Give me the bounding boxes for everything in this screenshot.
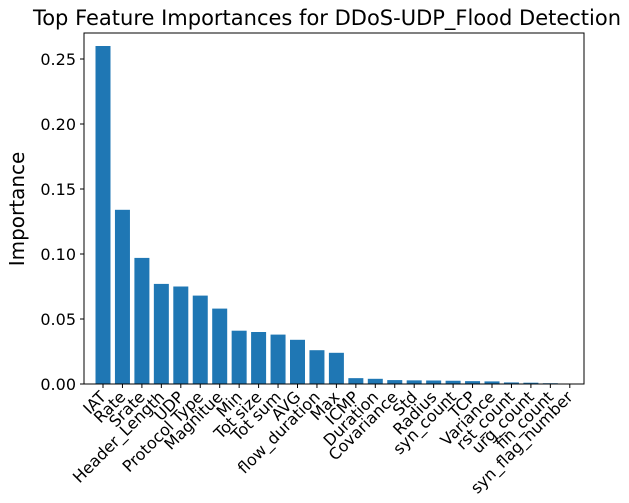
bar-magnitue (212, 309, 227, 384)
chart-title: Top Feature Importances for DDoS-UDP_Flo… (32, 6, 621, 31)
bar-icmp (348, 378, 363, 384)
bar-tot-size (251, 332, 266, 384)
bar-iat (96, 46, 111, 384)
y-tick-label: 0.20 (40, 115, 76, 134)
y-tick-label: 0.05 (40, 310, 76, 329)
bar-rate (115, 210, 130, 384)
bar-header-length (154, 284, 169, 384)
y-tick-label: 0.10 (40, 245, 76, 264)
bar-avg (290, 340, 305, 384)
bar-protocol-type (193, 296, 208, 384)
bar-duration (368, 379, 383, 384)
y-axis: 0.00 0.05 0.10 0.15 0.20 0.25 (40, 50, 84, 394)
bar-srate (134, 258, 149, 384)
bar-covariance (387, 380, 402, 384)
bars (96, 46, 578, 384)
y-tick-label: 0.00 (40, 375, 76, 394)
bar-std (407, 380, 422, 384)
bar-udp (173, 287, 188, 385)
bar-max (329, 353, 344, 384)
bar-radius (426, 380, 441, 384)
y-tick-label: 0.15 (40, 180, 76, 199)
y-tick-label: 0.25 (40, 50, 76, 69)
y-axis-label: Importance (5, 152, 29, 267)
bar-tot-sum (271, 335, 286, 384)
bar-flow-duration (309, 350, 324, 384)
bar-min (232, 331, 247, 384)
